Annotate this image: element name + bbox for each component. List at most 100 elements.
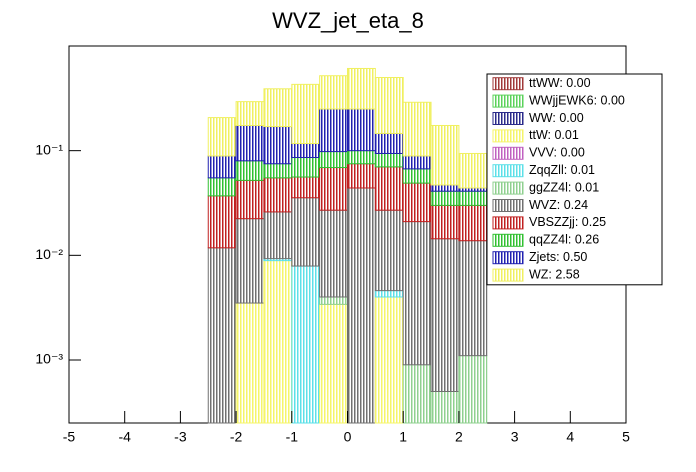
bar-segment bbox=[263, 88, 293, 128]
bar-segment bbox=[374, 296, 404, 424]
bar-segment bbox=[235, 302, 265, 424]
legend-swatch bbox=[492, 251, 524, 265]
bar-segment bbox=[374, 290, 404, 298]
legend-label: ttW: 0.01 bbox=[529, 128, 579, 142]
bar-segment bbox=[430, 238, 460, 392]
bar-segment bbox=[319, 167, 348, 211]
bar-segment bbox=[235, 101, 265, 126]
legend-swatch bbox=[492, 268, 524, 282]
bar-segment bbox=[347, 150, 376, 165]
legend-swatch bbox=[492, 129, 524, 143]
bar-segment bbox=[291, 197, 321, 267]
bar-segment bbox=[207, 117, 237, 157]
bar-segment bbox=[347, 67, 376, 110]
x-tick-label: 4 bbox=[566, 429, 574, 445]
bar-segment bbox=[458, 190, 488, 206]
legend-label: ggZZ4l: 0.01 bbox=[529, 180, 599, 194]
bar-segment bbox=[319, 296, 348, 305]
legend-label: WWjjEWK6: 0.00 bbox=[529, 93, 625, 107]
bar-segment bbox=[263, 126, 293, 165]
legend-label: VBSZZjj: 0.25 bbox=[529, 215, 606, 229]
bar-segment bbox=[402, 155, 432, 170]
bar-segment bbox=[207, 177, 237, 197]
legend-swatch bbox=[492, 94, 524, 108]
legend-swatch bbox=[492, 112, 524, 125]
bar-segment bbox=[291, 265, 321, 424]
bar-segment bbox=[291, 83, 321, 145]
bar-segment bbox=[374, 209, 404, 292]
legend-label: WZ: 2.58 bbox=[529, 267, 580, 281]
bar-segment bbox=[374, 166, 404, 211]
bar-segment bbox=[430, 184, 460, 192]
bar-segment bbox=[263, 177, 293, 213]
bar-segment bbox=[458, 240, 488, 357]
legend-swatch bbox=[492, 181, 524, 195]
legend-label: WW: 0.00 bbox=[529, 111, 584, 125]
legend-swatch bbox=[492, 199, 524, 212]
legend-swatch bbox=[492, 233, 524, 247]
bar-segment bbox=[402, 221, 432, 366]
bar-segment bbox=[402, 101, 432, 157]
legend-label: WVZ: 0.24 bbox=[529, 198, 588, 212]
bar-segment bbox=[458, 152, 488, 189]
bar-segment bbox=[319, 75, 348, 110]
bar-segment bbox=[374, 77, 404, 134]
bar-segment bbox=[235, 124, 265, 162]
legend-swatch bbox=[492, 146, 524, 160]
bar-segment bbox=[374, 152, 404, 168]
x-tick-label: 2 bbox=[455, 429, 463, 445]
bar-segment bbox=[207, 247, 237, 424]
bar-segment bbox=[263, 163, 293, 179]
x-tick-label: -4 bbox=[118, 429, 131, 445]
bar-segment bbox=[430, 190, 460, 206]
bar-segment bbox=[430, 204, 460, 240]
legend-label: Zjets: 0.50 bbox=[529, 250, 587, 264]
x-tick-label: 3 bbox=[511, 429, 519, 445]
bar-segment bbox=[291, 176, 321, 199]
bar-segment bbox=[235, 218, 265, 304]
x-tick-label: -1 bbox=[286, 429, 299, 445]
bar-segment bbox=[402, 182, 432, 223]
y-tick-label: 10⁻³ bbox=[35, 351, 63, 367]
bar-segment bbox=[319, 209, 348, 298]
y-tick-label: 10⁻² bbox=[35, 246, 63, 262]
bar-segment bbox=[319, 108, 348, 153]
bar-segment bbox=[430, 124, 460, 186]
chart-title: WVZ_jet_eta_8 bbox=[272, 8, 424, 33]
legend-label: ttWW: 0.00 bbox=[529, 76, 591, 90]
bar-segment bbox=[347, 187, 376, 424]
legend-label: qqZZ4l: 0.26 bbox=[529, 233, 599, 247]
x-tick-label: -5 bbox=[63, 429, 76, 445]
bar-segment bbox=[235, 160, 265, 181]
bar-segment bbox=[458, 204, 488, 242]
x-tick-label: -3 bbox=[174, 429, 187, 445]
bar-segment bbox=[374, 132, 404, 154]
bar-segment bbox=[319, 303, 348, 424]
x-tick-label: 5 bbox=[622, 429, 630, 445]
x-tick-label: 1 bbox=[399, 429, 407, 445]
legend-swatch bbox=[492, 77, 524, 91]
bar-segment bbox=[263, 260, 293, 424]
bar-segment bbox=[458, 355, 488, 424]
bar-segment bbox=[402, 168, 432, 184]
legend-swatch bbox=[492, 216, 524, 230]
bar-segment bbox=[291, 157, 321, 178]
legend-label: ZqqZll: 0.01 bbox=[529, 163, 595, 177]
bar-segment bbox=[207, 195, 237, 249]
bar-segment bbox=[207, 155, 237, 179]
bar-segment bbox=[430, 390, 460, 424]
bar-segment bbox=[402, 364, 432, 424]
bar-segment bbox=[291, 143, 321, 159]
bar-segment bbox=[319, 151, 348, 169]
legend-label: VVV: 0.00 bbox=[529, 146, 585, 160]
bar-segment bbox=[347, 108, 376, 152]
x-tick-label: 0 bbox=[344, 429, 352, 445]
bar-segment bbox=[263, 211, 293, 260]
bar-segment bbox=[347, 163, 376, 189]
bar-segment bbox=[235, 179, 265, 220]
y-tick-label: 10⁻¹ bbox=[35, 141, 63, 157]
legend-box bbox=[486, 73, 663, 286]
x-tick-label: -2 bbox=[230, 429, 243, 445]
legend-swatch bbox=[492, 164, 524, 178]
